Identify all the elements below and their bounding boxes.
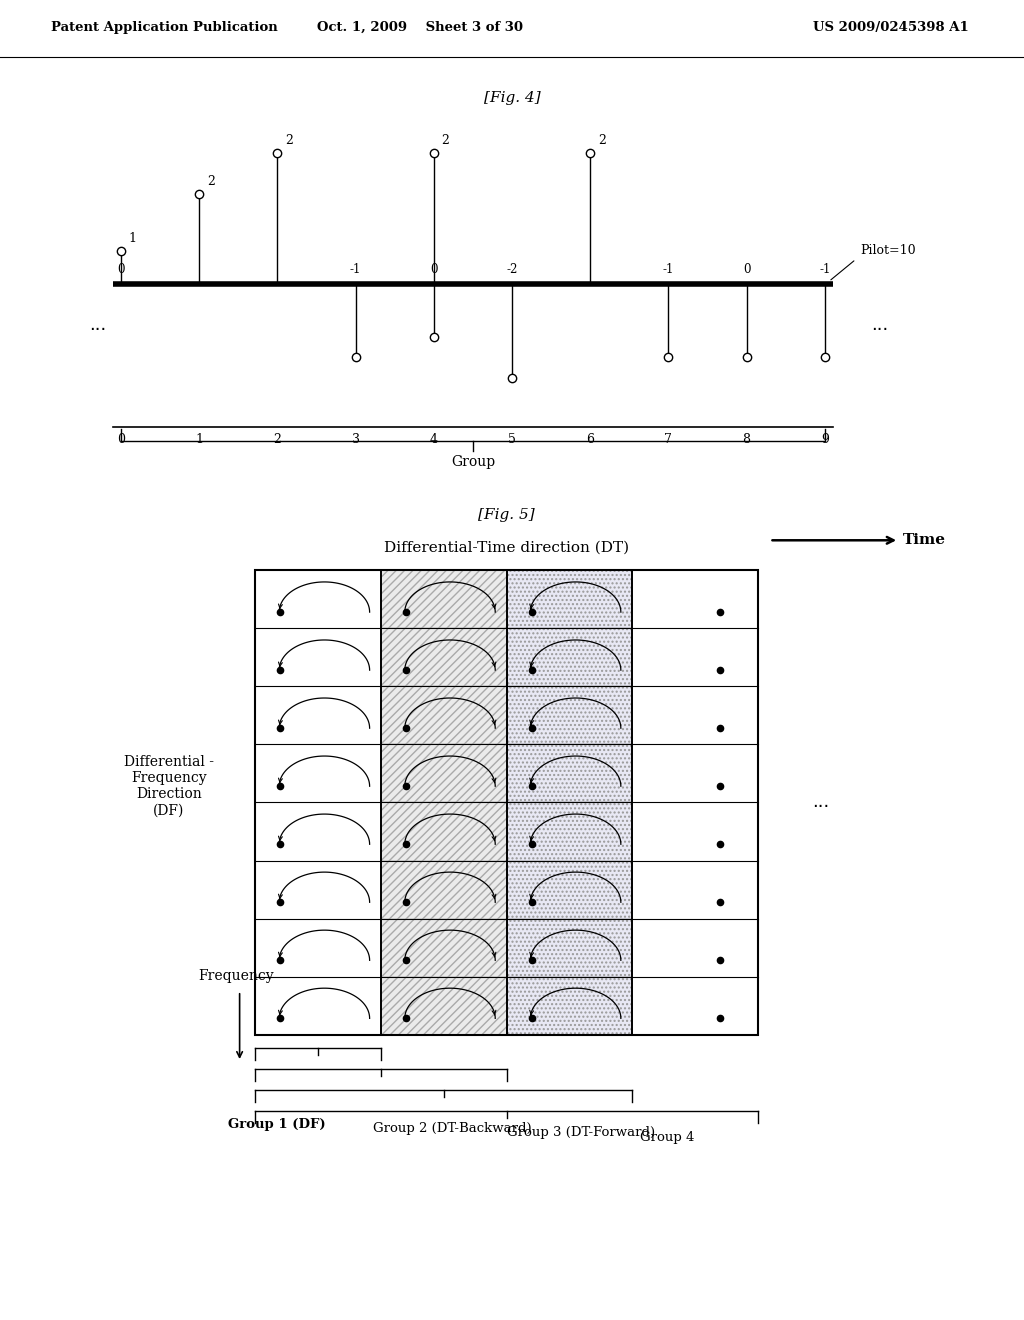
Text: [Fig. 5]: [Fig. 5]	[478, 507, 535, 521]
Bar	[507, 628, 632, 686]
Text: 0: 0	[742, 263, 751, 276]
Text: 0: 0	[117, 433, 125, 446]
Text: Differential -
Frequency
Direction
(DF): Differential - Frequency Direction (DF)	[124, 755, 214, 817]
Text: Group 4: Group 4	[640, 1131, 694, 1143]
Bar	[381, 919, 507, 977]
Text: 2: 2	[207, 174, 215, 187]
Text: Differential-Time direction (DT): Differential-Time direction (DT)	[384, 541, 629, 554]
Text: 1: 1	[129, 232, 137, 244]
Bar	[381, 744, 507, 803]
Bar	[381, 744, 507, 803]
Bar	[381, 686, 507, 744]
Bar	[381, 570, 507, 628]
Bar	[381, 977, 507, 1035]
Bar	[381, 861, 507, 919]
Text: 2: 2	[286, 133, 293, 147]
Text: US 2009/0245398 A1: US 2009/0245398 A1	[813, 21, 969, 34]
Bar	[381, 570, 507, 628]
Bar	[381, 861, 507, 919]
Text: Pilot=10: Pilot=10	[860, 244, 915, 257]
Bar	[381, 628, 507, 686]
Text: [Fig. 4]: [Fig. 4]	[483, 91, 541, 106]
Text: 2: 2	[441, 133, 450, 147]
Bar	[507, 919, 632, 977]
Text: Group 3 (DT-Forward): Group 3 (DT-Forward)	[507, 1126, 654, 1139]
Bar	[381, 686, 507, 744]
Bar	[507, 744, 632, 803]
Bar	[507, 803, 632, 861]
Text: ...: ...	[870, 315, 888, 334]
Text: 9: 9	[821, 433, 828, 446]
Text: 7: 7	[665, 433, 673, 446]
Text: 1: 1	[196, 433, 203, 446]
Text: -1: -1	[663, 263, 674, 276]
Text: Frequency: Frequency	[198, 969, 273, 982]
Bar	[381, 919, 507, 977]
Bar	[381, 628, 507, 686]
Bar	[507, 803, 632, 861]
Text: ...: ...	[812, 793, 829, 812]
Text: Patent Application Publication: Patent Application Publication	[51, 21, 278, 34]
Text: -1: -1	[350, 263, 361, 276]
Text: 3: 3	[351, 433, 359, 446]
Text: 8: 8	[742, 433, 751, 446]
Bar	[255, 570, 758, 1035]
Text: 2: 2	[598, 133, 606, 147]
Bar	[507, 686, 632, 744]
Bar	[507, 919, 632, 977]
Text: -1: -1	[819, 263, 830, 276]
Bar	[381, 803, 507, 861]
Bar	[507, 861, 632, 919]
Bar	[507, 977, 632, 1035]
Text: 0: 0	[430, 263, 437, 276]
Bar	[507, 570, 632, 628]
Text: -2: -2	[506, 263, 518, 276]
Bar	[507, 861, 632, 919]
Text: 0: 0	[118, 263, 125, 276]
Text: 4: 4	[430, 433, 438, 446]
Text: ...: ...	[89, 315, 106, 334]
Text: Group 2 (DT-Backward): Group 2 (DT-Backward)	[373, 1122, 531, 1135]
Text: 2: 2	[273, 433, 282, 446]
Bar	[507, 628, 632, 686]
Text: Time: Time	[903, 533, 946, 548]
Bar	[381, 977, 507, 1035]
Bar	[507, 977, 632, 1035]
Text: Group: Group	[451, 455, 495, 470]
Bar	[381, 803, 507, 861]
Bar	[507, 570, 632, 628]
Bar	[507, 686, 632, 744]
Text: Oct. 1, 2009    Sheet 3 of 30: Oct. 1, 2009 Sheet 3 of 30	[316, 21, 523, 34]
Text: 6: 6	[586, 433, 594, 446]
Bar	[507, 744, 632, 803]
Text: 5: 5	[508, 433, 516, 446]
Text: Group 1 (DF): Group 1 (DF)	[227, 1118, 326, 1131]
